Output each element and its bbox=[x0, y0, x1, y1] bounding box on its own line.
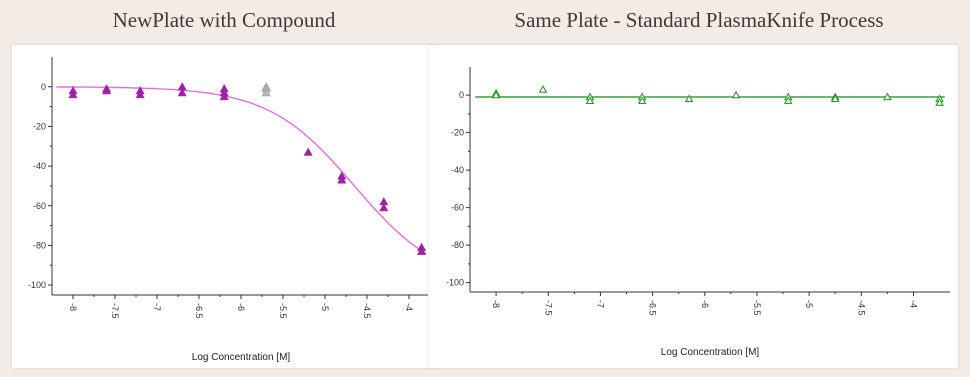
x-tick-label: -4 bbox=[404, 303, 414, 311]
chart-panel-right: 0 -20 -40 -60 -80 -100 -8 -7.5 -7 -6.5 -6 -5.5 -5 -4.… bbox=[428, 45, 958, 368]
data-point bbox=[135, 90, 145, 99]
x-tick-label: -6.5 bbox=[194, 303, 204, 319]
y-tick-label: -60 bbox=[451, 203, 464, 213]
x-axis-title: Log Concentration [M] bbox=[192, 352, 291, 363]
chart-title-left: NewPlate with Compound bbox=[112, 8, 336, 32]
data-point bbox=[783, 96, 793, 105]
y-tick-label: -100 bbox=[446, 278, 464, 288]
data-point bbox=[538, 84, 548, 93]
fit-curve bbox=[56, 86, 427, 255]
x-tick-label: -5 bbox=[320, 303, 330, 311]
y-tick-label: -20 bbox=[33, 121, 46, 131]
data-point bbox=[830, 94, 840, 103]
y-tick-label: 0 bbox=[459, 90, 464, 100]
y-tick-label: -40 bbox=[451, 165, 464, 175]
data-point bbox=[935, 98, 944, 106]
x-tick-label: -7.5 bbox=[110, 303, 120, 319]
data-point bbox=[491, 90, 501, 99]
x-tick-label: -8 bbox=[68, 303, 78, 311]
data-point bbox=[637, 96, 647, 105]
x-tick-label: -4.5 bbox=[856, 300, 866, 316]
data-point bbox=[303, 147, 313, 156]
data-point bbox=[337, 175, 347, 184]
y-tick-label: -40 bbox=[33, 161, 46, 171]
y-tick-label: -80 bbox=[451, 240, 464, 250]
x-tick-label: -7.5 bbox=[543, 300, 553, 316]
data-point bbox=[177, 88, 187, 97]
y-tick-label: 0 bbox=[41, 82, 46, 92]
dose-response-chart-left: 0 -20 -40 -60 -80 -100 -8 -7.5 -7 -6.5 -6 -5.5 -5 -4.… bbox=[28, 57, 430, 363]
data-point bbox=[102, 86, 112, 95]
data-point bbox=[585, 96, 595, 105]
y-tick-label: -20 bbox=[451, 128, 464, 138]
x-tick-label: -5.5 bbox=[752, 300, 762, 316]
x-tick-label: -8 bbox=[491, 300, 501, 308]
y-tick-label: -80 bbox=[33, 240, 46, 250]
data-point bbox=[219, 92, 229, 101]
outlier-point bbox=[261, 88, 271, 97]
dose-response-chart-right: 0 -20 -40 -60 -80 -100 -8 -7.5 -7 -6.5 -6 -5.5 -5 -4.… bbox=[446, 67, 950, 358]
y-tick-label: -100 bbox=[28, 280, 46, 290]
x-tick-label: -4.5 bbox=[362, 303, 372, 319]
data-point bbox=[68, 90, 78, 99]
x-tick-label: -7 bbox=[152, 303, 162, 311]
data-point bbox=[684, 94, 694, 103]
x-tick-label: -5.5 bbox=[278, 303, 288, 319]
data-point bbox=[417, 246, 427, 255]
x-tick-label: -6.5 bbox=[648, 300, 658, 316]
x-tick-label: -5 bbox=[804, 300, 814, 308]
x-tick-label: -6 bbox=[700, 300, 710, 308]
x-tick-label: -7 bbox=[595, 300, 605, 308]
x-axis-title: Log Concentration [M] bbox=[661, 347, 760, 358]
y-tick-label: -60 bbox=[33, 201, 46, 211]
data-point bbox=[883, 92, 892, 101]
x-tick-label: -4 bbox=[908, 300, 918, 308]
data-point bbox=[731, 90, 741, 99]
chart-panel-left: 0 -20 -40 -60 -80 -100 -8 -7.5 -7 -6.5 -6 -5.5 -5 -4.… bbox=[12, 45, 438, 368]
x-tick-label: -6 bbox=[236, 303, 246, 311]
data-point bbox=[379, 203, 389, 212]
chart-title-right: Same Plate - Standard PlasmaKnife Proces… bbox=[514, 8, 884, 32]
